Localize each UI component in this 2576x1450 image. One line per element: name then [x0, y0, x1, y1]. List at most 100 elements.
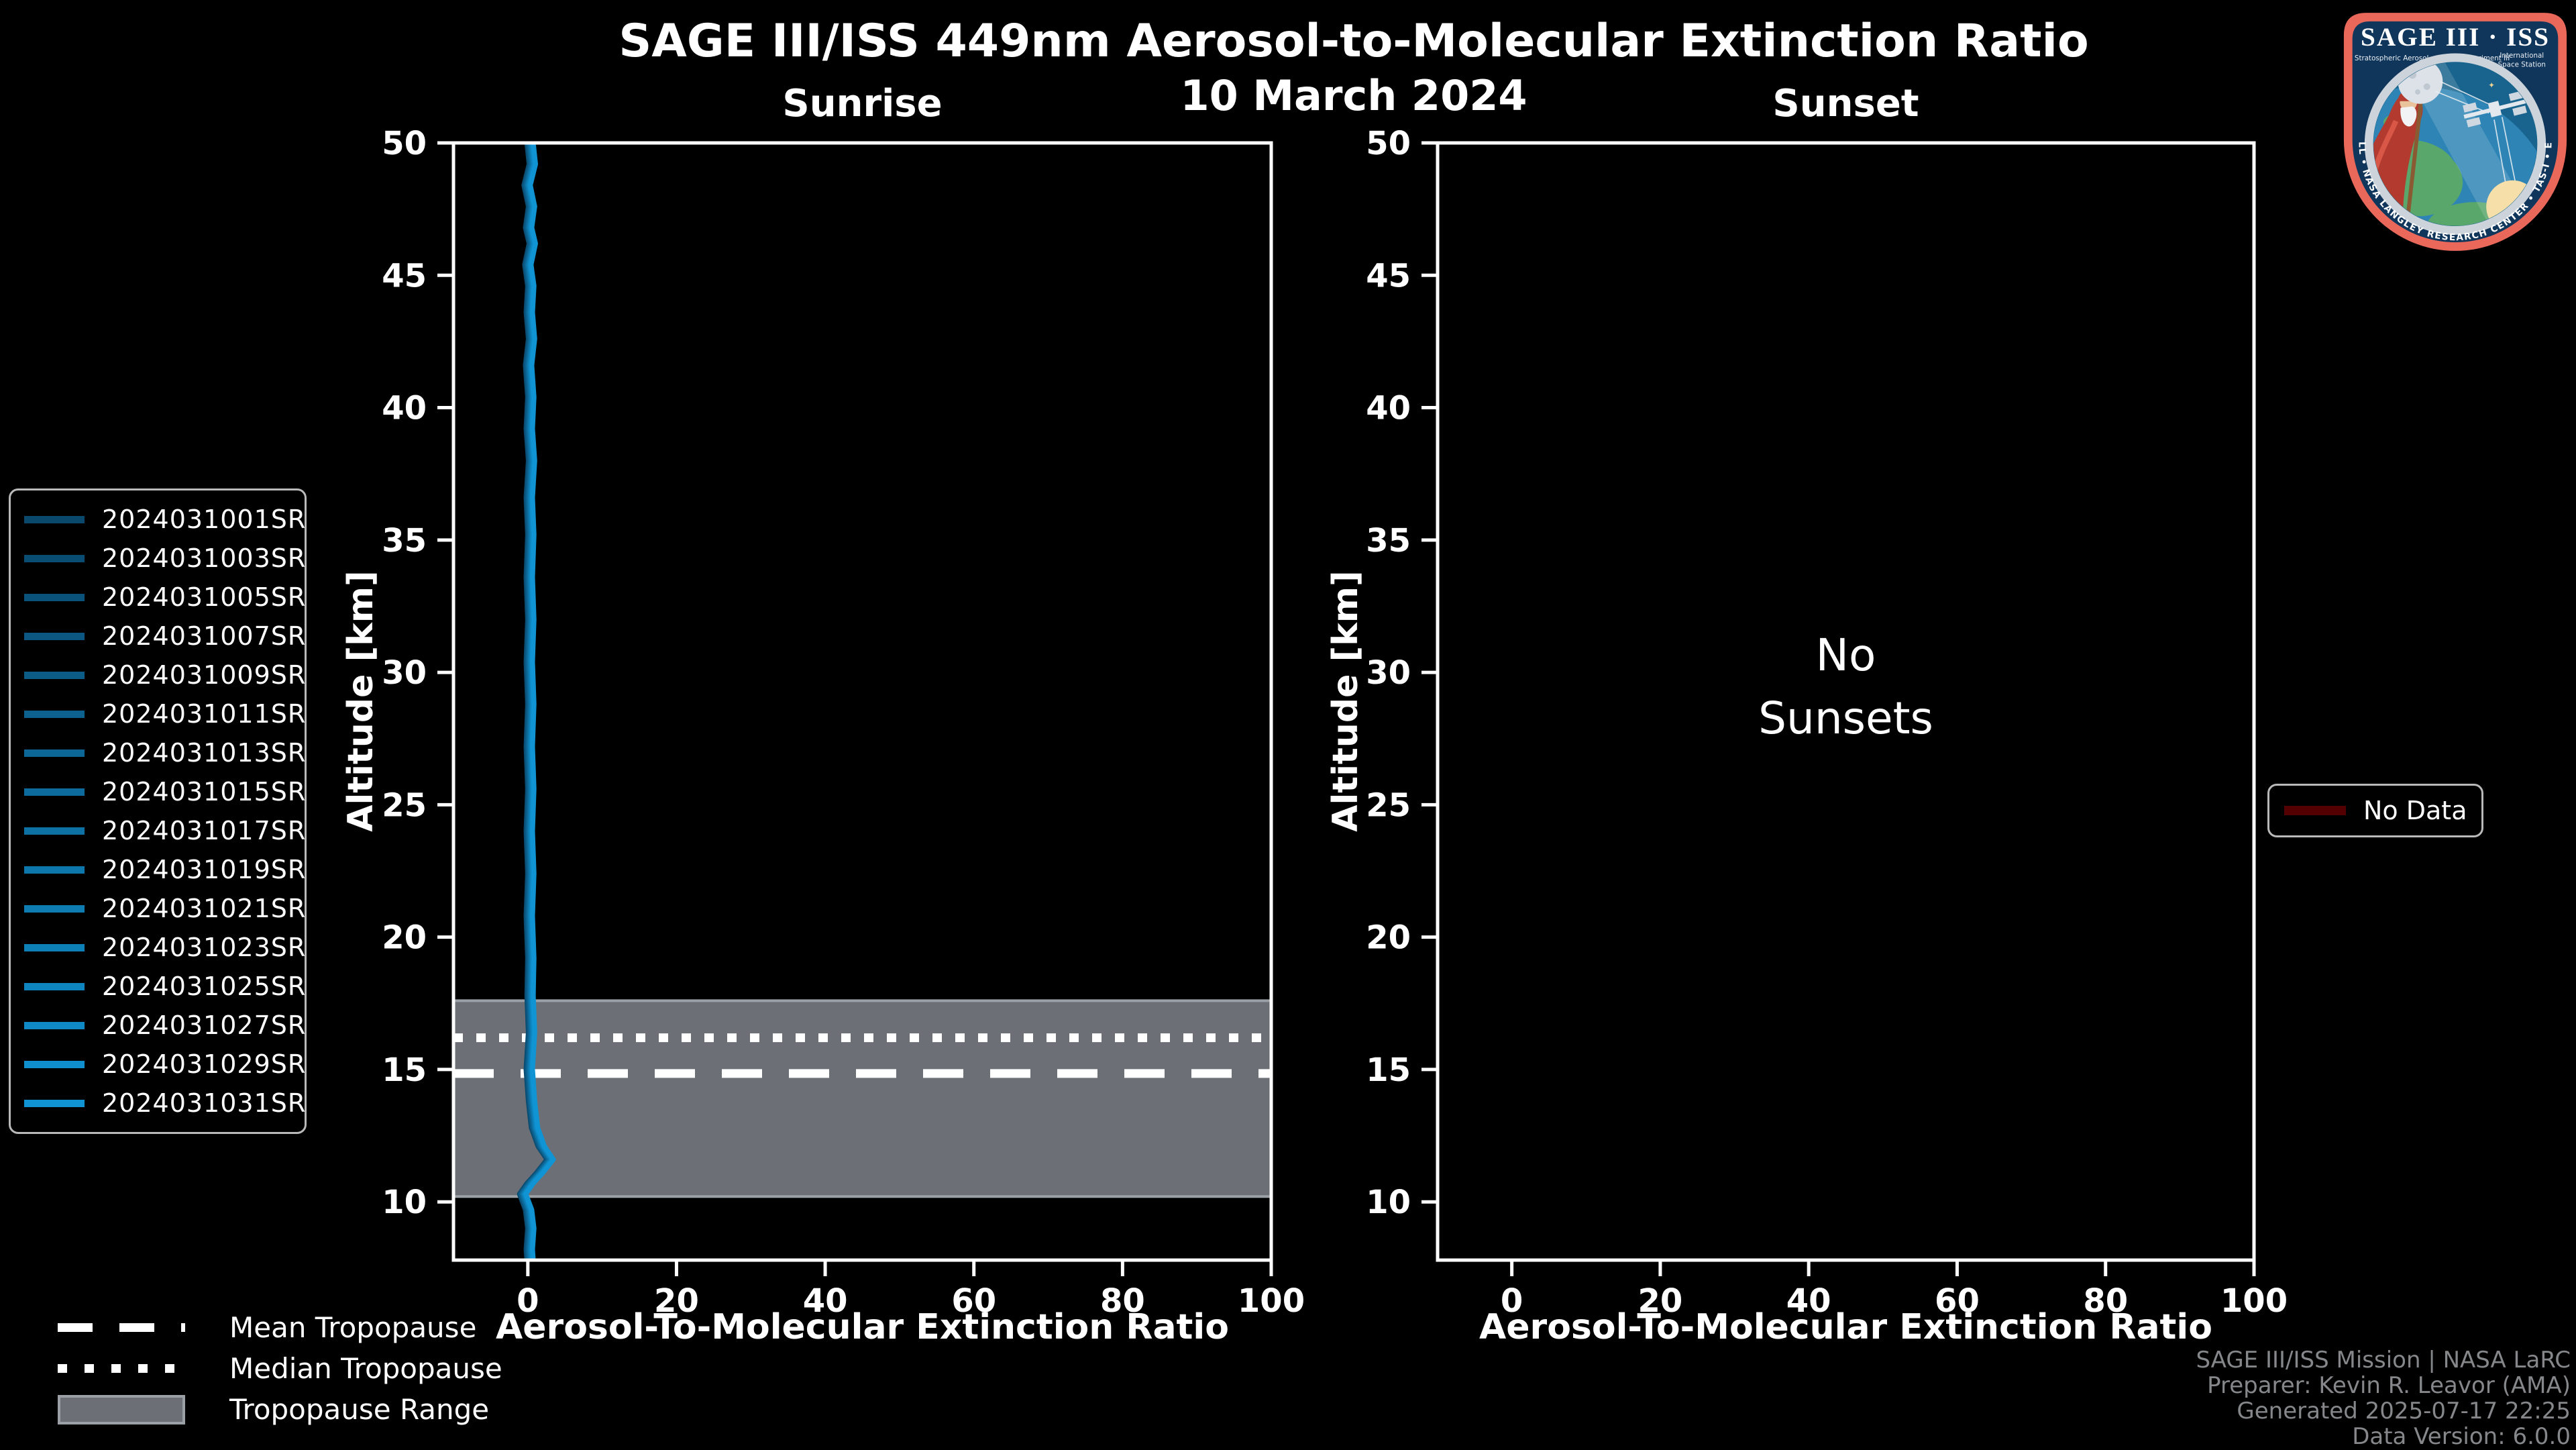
sage-iii-iss-mission-patch-logo: SAGE III · ISS Stratospheric Aerosol and…: [2340, 8, 2567, 251]
event-line-swatch-icon: [24, 749, 85, 757]
no-sunsets-line1: No: [1815, 629, 1876, 681]
y-tick-label: 40: [382, 390, 427, 427]
y-tick-label: 50: [1366, 125, 1411, 162]
tropopause-legend: Mean Tropopause Median Tropopause Tropop…: [58, 1307, 502, 1430]
legend-label: Mean Tropopause: [229, 1311, 477, 1344]
x-tick-label: 20: [654, 1282, 699, 1320]
y-tick-label: 40: [1366, 390, 1411, 427]
x-tick-label: 100: [2220, 1282, 2288, 1320]
event-line-swatch-icon: [24, 982, 85, 990]
event-id-label: 2024031019SR: [102, 855, 307, 884]
sunset-panel-title: Sunset: [1772, 82, 1919, 125]
x-tick-label: 80: [1100, 1282, 1145, 1320]
figure-date: 10 March 2024: [1180, 71, 1527, 120]
patch-iss-line1: International: [2500, 52, 2544, 60]
band-swatch-icon: [58, 1394, 185, 1425]
profile-line-2024031031SR: [523, 143, 556, 1260]
legend-item-event: 2024031011SR: [16, 694, 305, 733]
no-sunsets-message: No Sunsets: [1438, 624, 2254, 750]
event-id-label: 2024031023SR: [102, 933, 307, 962]
y-tick-label: 20: [382, 919, 427, 957]
y-tick-label: 10: [382, 1184, 427, 1221]
y-tick-label: 50: [382, 125, 427, 162]
credit-preparer: Preparer: Kevin R. Leavor (AMA): [2207, 1372, 2571, 1399]
event-line-swatch-icon: [24, 515, 85, 523]
event-id-label: 2024031021SR: [102, 894, 307, 923]
figure-title: SAGE III/ISS 449nm Aerosol-to-Molecular …: [619, 15, 2089, 68]
legend-item-event: 2024031003SR: [16, 539, 305, 578]
event-id-label: 2024031005SR: [102, 582, 307, 612]
legend-item-event: 2024031015SR: [16, 772, 305, 811]
legend-item-event: 2024031025SR: [16, 967, 305, 1006]
axes-spines: [1436, 141, 2256, 1262]
credits-block: SAGE III/ISS Mission | NASA LaRC Prepare…: [2196, 1347, 2571, 1449]
x-tick-label: 100: [1238, 1282, 1305, 1320]
event-line-swatch-icon: [24, 904, 85, 913]
legend-item-event: 2024031007SR: [16, 617, 305, 656]
event-line-swatch-icon: [24, 1060, 85, 1068]
robe-highlight: [2373, 119, 2399, 220]
patch-iss-line2: Space Station: [2498, 61, 2546, 69]
credit-generated: Generated 2025-07-17 22:25: [2237, 1398, 2571, 1425]
y-tick-label: 30: [382, 654, 427, 692]
x-tick-label: 60: [1935, 1282, 1980, 1320]
event-id-label: 2024031025SR: [102, 972, 307, 1001]
x-tick-label: 40: [1786, 1282, 1831, 1320]
x-tick-label: 40: [803, 1282, 848, 1320]
legend-item-mean-tropopause: Mean Tropopause: [58, 1307, 502, 1348]
y-tick-label: 20: [1366, 919, 1411, 957]
y-tick-label: 35: [382, 522, 427, 560]
axes-spines: [451, 141, 1273, 1262]
legend-item-event: 2024031005SR: [16, 578, 305, 617]
y-tick-label: 10: [1366, 1184, 1411, 1221]
x-tick-label: 0: [517, 1282, 539, 1320]
iss-station: [2463, 91, 2527, 127]
event-id-label: 2024031027SR: [102, 1011, 307, 1040]
event-id-label: 2024031001SR: [102, 505, 307, 534]
event-id-label: 2024031015SR: [102, 777, 307, 807]
event-id-legend: 2024031001SR 2024031003SR 2024031005SR 2024…: [9, 488, 307, 1134]
event-line-swatch-icon: [24, 632, 85, 640]
legend-item-event: 2024031019SR: [16, 850, 305, 889]
y-tick-label: 45: [382, 257, 427, 295]
x-tick-label: 80: [2083, 1282, 2128, 1320]
no-data-legend: No Data: [2267, 784, 2483, 837]
y-tick-label: 25: [382, 786, 427, 824]
sunset-y-axis-label: Altitude [km]: [1326, 570, 1366, 832]
y-tick-label: 15: [1366, 1051, 1411, 1089]
event-profiles: [517, 143, 556, 1260]
sunrise-panel-plot: 0 20 40 60 80 100 10 15 20 25 30 35 40 45 50: [382, 125, 1305, 1320]
legend-item-event: 2024031009SR: [16, 656, 305, 694]
x-tick-label: 20: [1638, 1282, 1683, 1320]
sunset-x-axis-label: Aerosol-To-Molecular Extinction Ratio: [1479, 1307, 2212, 1347]
event-line-swatch-icon: [24, 1099, 85, 1107]
dashed-line-swatch-icon: [58, 1323, 185, 1332]
legend-label: Median Tropopause: [229, 1352, 502, 1385]
patch-title: SAGE III · ISS: [2361, 22, 2550, 52]
sunrise-x-axis-label: Aerosol-To-Molecular Extinction Ratio: [496, 1307, 1229, 1347]
event-id-label: 2024031009SR: [102, 660, 307, 690]
event-id-label: 2024031011SR: [102, 699, 307, 729]
event-id-label: 2024031017SR: [102, 816, 307, 845]
dotted-line-swatch-icon: [58, 1364, 185, 1373]
legend-label: Tropopause Range: [229, 1393, 490, 1426]
credit-data-version: Data Version: 6.0.0: [2352, 1423, 2571, 1450]
event-line-swatch-icon: [24, 554, 85, 562]
y-tick-label: 25: [1366, 786, 1411, 824]
legend-item-event: 2024031031SR: [16, 1084, 305, 1123]
legend-item-tropopause-range: Tropopause Range: [58, 1389, 502, 1430]
tropopause-range-band: [453, 1000, 1271, 1197]
event-id-label: 2024031003SR: [102, 543, 307, 573]
x-tick-label: 0: [1501, 1282, 1523, 1320]
event-line-swatch-icon: [24, 710, 85, 718]
legend-item-median-tropopause: Median Tropopause: [58, 1348, 502, 1389]
event-id-label: 2024031031SR: [102, 1088, 307, 1118]
y-tick-label: 15: [382, 1051, 427, 1089]
legend-item-event: 2024031017SR: [16, 811, 305, 850]
no-data-line-swatch-icon: [2284, 806, 2346, 815]
moon-crater: [2415, 89, 2420, 95]
legend-item-event: 2024031027SR: [16, 1006, 305, 1045]
legend-item-event: 2024031021SR: [16, 889, 305, 928]
